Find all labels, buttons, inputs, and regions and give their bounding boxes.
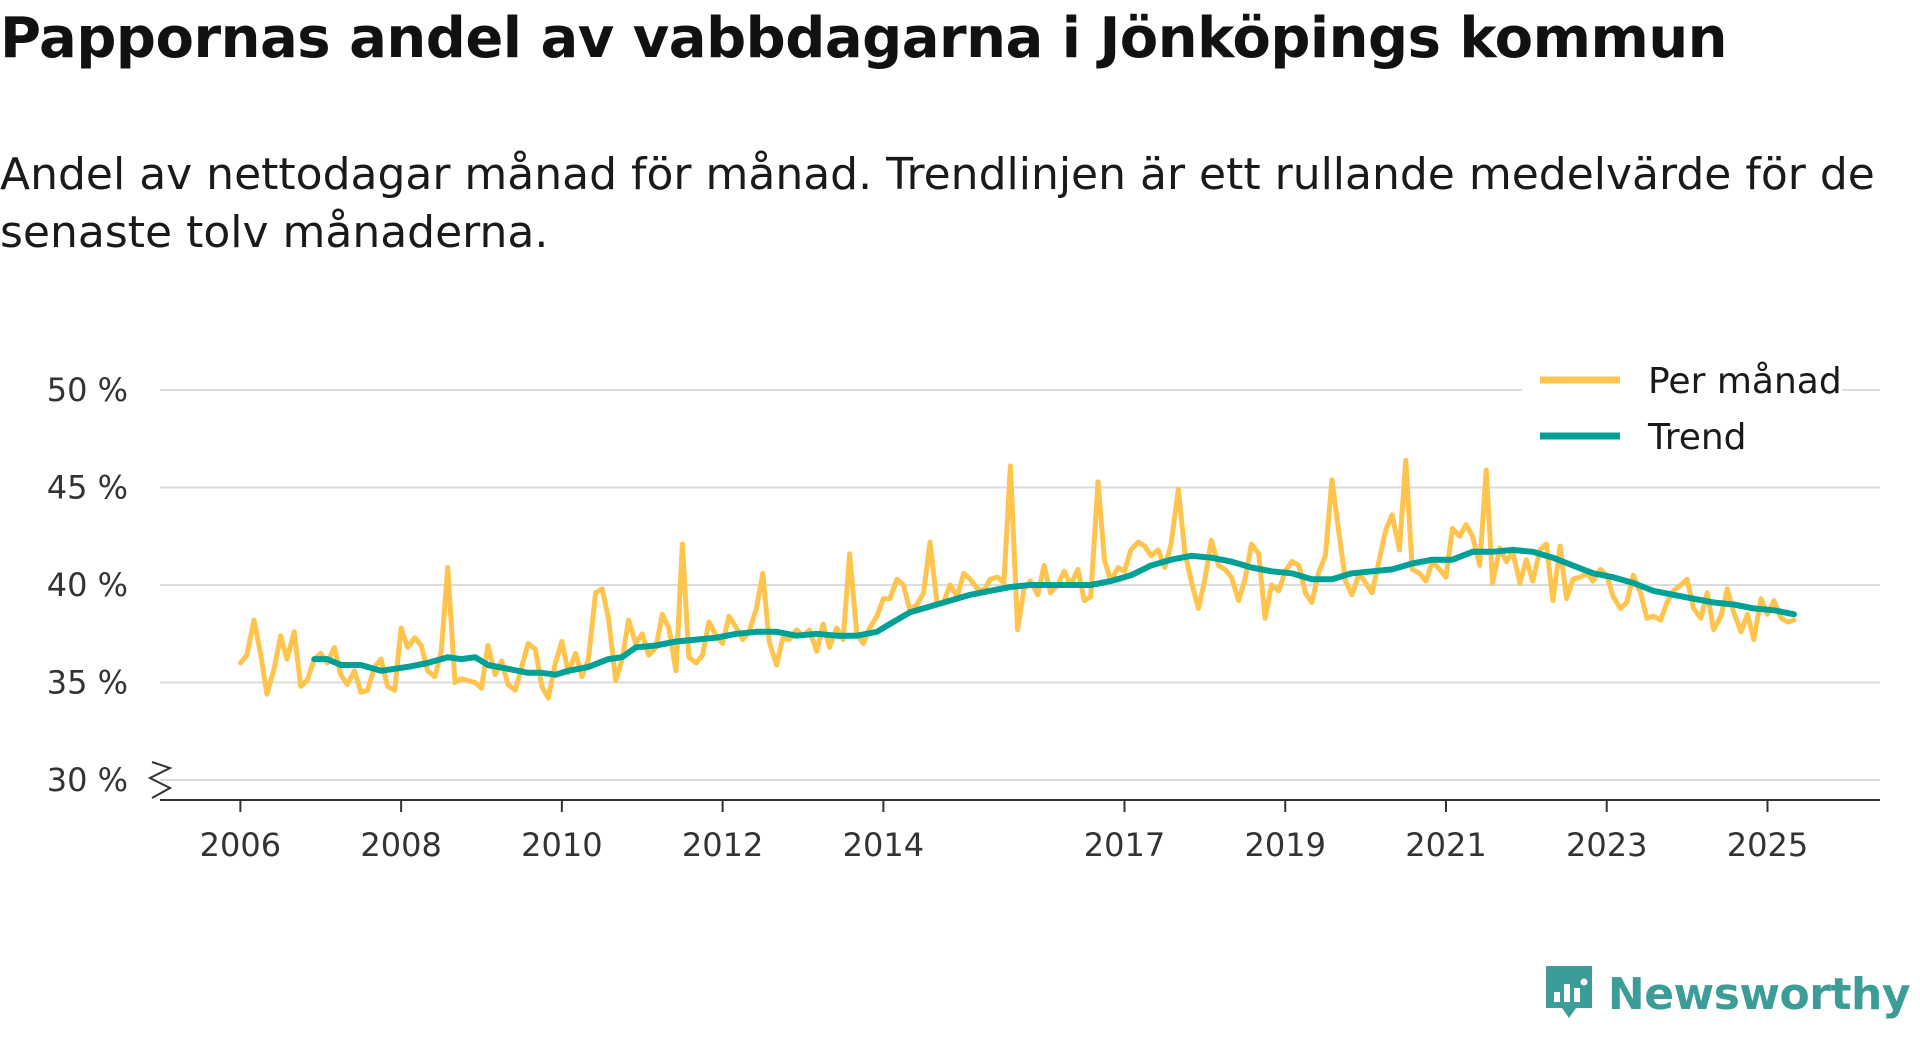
x-tick-label: 2010 [521,826,602,864]
axis-break-icon [147,761,173,799]
y-tick-label: 45 % [47,469,128,507]
y-tick-labels: 30 % 35 % 40 % 45 % 50 % [47,371,128,799]
legend-label: Trend [1647,417,1747,458]
legend-background [1522,354,1842,464]
x-tick-label: 2014 [843,826,924,864]
y-tick-label: 30 % [47,761,128,799]
chart-title: Pappornas andel av vabbdagarna i Jönköpi… [0,6,1728,71]
brand-logo[interactable]: Newsworthy [1542,962,1911,1026]
line-chart: 30 % 35 % 40 % 45 % 50 % 2006 2008 2010 2012 201… [47,354,1880,864]
series-line-per-manad [237,457,1797,701]
series-lines [237,457,1797,701]
brand-name: Newsworthy [1607,968,1911,1020]
legend: Per månad Trend [1522,354,1842,464]
x-tick-label: 2006 [200,826,281,864]
x-tick-label: 2021 [1405,826,1486,864]
axes [147,761,1880,812]
y-tick-label: 50 % [47,371,128,409]
x-tick-label: 2017 [1084,826,1165,864]
x-tick-label: 2025 [1727,826,1808,864]
x-tick-label: 2019 [1245,826,1326,864]
y-tick-label: 40 % [47,566,128,604]
series-line-trend [311,546,1797,678]
newsworthy-logo-icon [1542,962,1596,1026]
chart-subtitle: Andel av nettodagar månad för månad. Tre… [0,149,1875,258]
x-tick-label: 2008 [360,826,441,864]
y-tick-label: 35 % [47,664,128,702]
x-tick-label: 2012 [682,826,763,864]
x-tick-label: 2023 [1566,826,1647,864]
legend-label: Per månad [1648,361,1842,402]
x-tick-labels: 2006 2008 2010 2012 2014 2017 2019 2021 2023 2025 [200,826,1809,864]
